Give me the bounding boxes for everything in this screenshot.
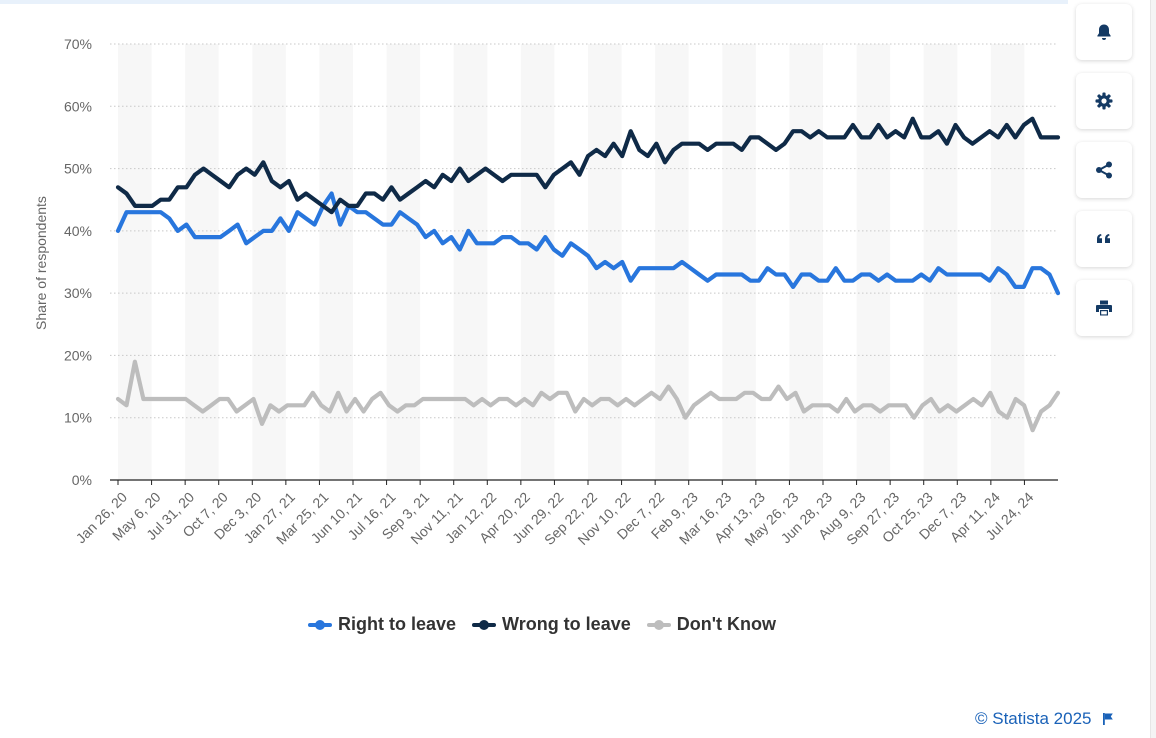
- credit-text: © Statista 2025: [975, 709, 1092, 728]
- gear-icon: [1095, 92, 1113, 110]
- series-lines: [115, 116, 1061, 433]
- chart-legend: Right to leave Wrong to leave Don't Know: [0, 614, 1084, 635]
- column-band: [386, 44, 421, 480]
- y-axis-title: Share of respondents: [33, 196, 49, 330]
- notification-button[interactable]: [1076, 4, 1132, 60]
- settings-button[interactable]: [1076, 73, 1132, 129]
- legend-item[interactable]: Right to leave: [308, 614, 456, 635]
- right-edge-panel: [1150, 0, 1156, 738]
- y-tick-label: 30%: [64, 285, 92, 301]
- column-band: [319, 44, 353, 480]
- legend-swatch: [472, 619, 497, 630]
- legend-swatch: [646, 619, 671, 630]
- column-band: [789, 44, 823, 480]
- column-band: [185, 44, 219, 480]
- legend-label: Don't Know: [676, 614, 776, 634]
- y-tick-label: 70%: [64, 36, 92, 52]
- source-credit-link[interactable]: © Statista 2025: [975, 709, 1114, 729]
- column-bands: [118, 44, 1025, 480]
- don-t-know-line: [115, 359, 1061, 433]
- right-to-leave-line: [115, 191, 1061, 296]
- print-icon: [1096, 300, 1112, 316]
- y-tick-label: 40%: [64, 223, 92, 239]
- legend-label: Right to leave: [338, 614, 457, 634]
- quote-icon: [1097, 234, 1110, 243]
- y-tick-label: 20%: [64, 347, 92, 363]
- legend-label: Wrong to leave: [502, 614, 631, 634]
- y-tick-label: 60%: [64, 98, 92, 114]
- y-tick-label: 50%: [64, 161, 92, 177]
- legend-swatch: [308, 619, 332, 630]
- wrong-to-leave-line: [115, 116, 1061, 215]
- column-band: [856, 44, 891, 480]
- flag-icon: [1102, 713, 1113, 725]
- bell-icon: [1097, 24, 1111, 40]
- y-tick-label: 0%: [72, 472, 92, 488]
- print-button[interactable]: [1076, 280, 1132, 336]
- share-icon: [1096, 161, 1112, 179]
- gridlines: [110, 43, 1058, 481]
- y-axis-ticks: 0% 10% 20% 30% 40% 50% 60% 70%: [64, 36, 92, 488]
- legend-item[interactable]: Wrong to leave: [472, 614, 631, 635]
- cite-button[interactable]: [1076, 211, 1132, 267]
- column-band: [453, 44, 488, 480]
- legend-item[interactable]: Don't Know: [646, 614, 776, 635]
- column-band: [520, 44, 555, 480]
- column-band: [722, 44, 756, 480]
- top-banner-strip: [0, 0, 1068, 4]
- y-tick-label: 10%: [64, 410, 92, 426]
- column-band: [923, 44, 958, 480]
- column-band: [118, 44, 152, 480]
- share-button[interactable]: [1076, 142, 1132, 198]
